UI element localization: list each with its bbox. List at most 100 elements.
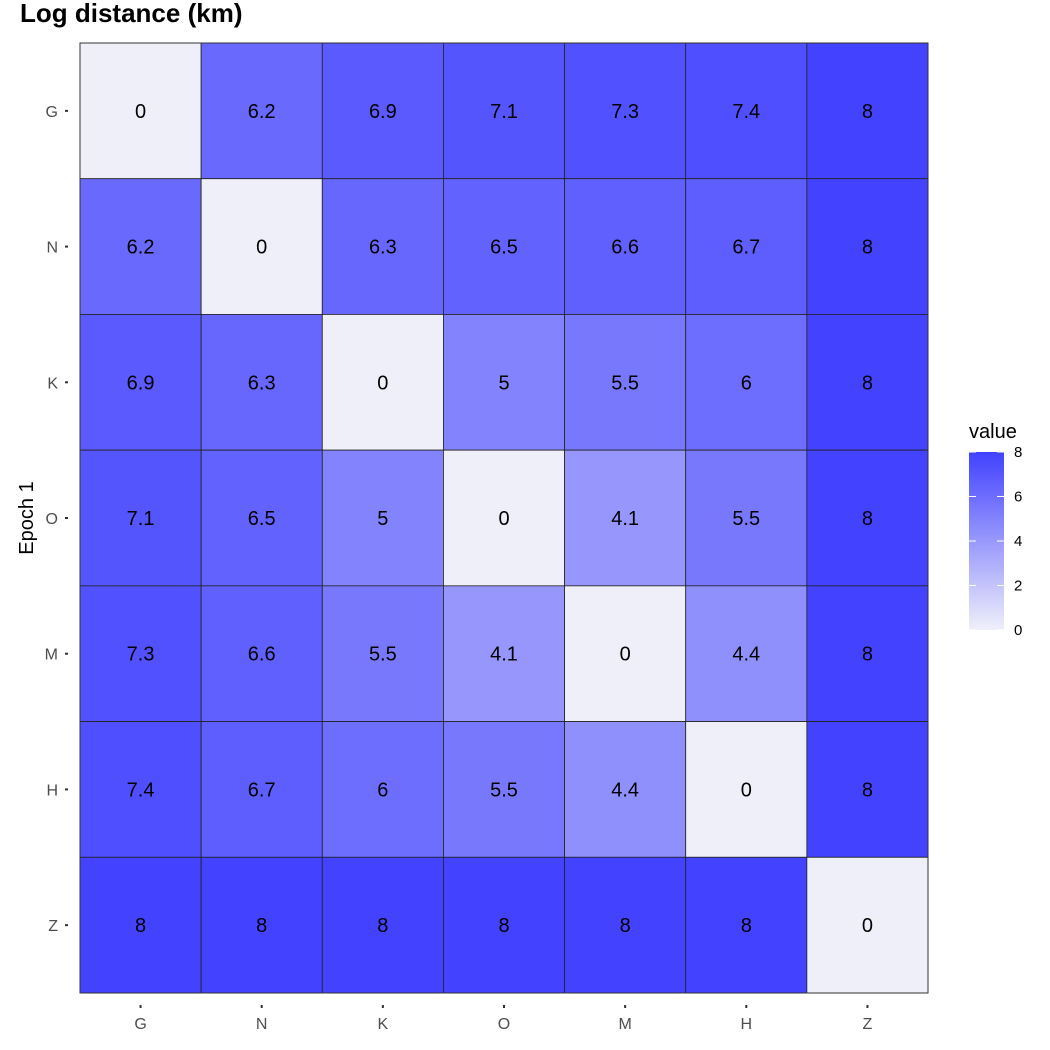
heatmap-cell: [564, 314, 687, 451]
cell-value-label: 8: [862, 508, 873, 530]
heatmap-cell: [564, 449, 687, 587]
legend: value 0 2 4 6 8: [969, 421, 1022, 639]
cell-value-label: 8: [862, 779, 873, 801]
cell-value-label: 5.5: [490, 779, 518, 801]
cell-value-label: 4.4: [732, 644, 760, 666]
heatmap-cell: [79, 178, 202, 315]
legend-tick-label: 6: [1014, 489, 1022, 506]
cell-value-label: 4.4: [611, 779, 639, 801]
heatmap-cell: [443, 314, 565, 451]
heatmap-cell: [443, 42, 565, 180]
cell-value-label: 6.7: [248, 779, 276, 801]
heatmap-cell: [685, 856, 808, 994]
cell-value-label: 8: [862, 237, 873, 259]
heatmap-cell: [200, 314, 323, 451]
cell-value-label: 0: [741, 779, 752, 801]
heatmap-cell: [685, 178, 808, 315]
legend-ticks: 0 2 4 6 8: [969, 444, 1022, 639]
cell-value-label: 4.1: [611, 508, 639, 530]
cell-value-label: 6: [741, 372, 752, 394]
y-tick-label: Z: [48, 918, 58, 935]
heatmap-cells: [79, 42, 929, 994]
cell-value-label: 0: [256, 237, 267, 259]
cell-value-label: 0: [620, 644, 631, 666]
cell-value-label: 5.5: [369, 644, 397, 666]
cell-value-label: 6.9: [127, 372, 155, 394]
heatmap-cell: [564, 856, 687, 994]
cell-value-label: 8: [256, 915, 267, 937]
cell-value-label: 6.2: [248, 101, 276, 123]
panel-border: [79, 42, 929, 994]
heatmap-cell: [685, 585, 808, 722]
cell-value-label: 7.3: [127, 644, 155, 666]
cell-value-label: 0: [498, 508, 509, 530]
cell-value-label: 6.3: [369, 237, 397, 259]
cell-value-label: 7.4: [732, 101, 760, 123]
cell-value-label: 6.2: [127, 237, 155, 259]
heatmap-cell: [200, 721, 323, 858]
heatmap-cell: [321, 721, 444, 858]
legend-tick-label: 0: [1014, 622, 1022, 639]
cell-value-label: 8: [862, 372, 873, 394]
heatmap-cell: [200, 856, 323, 994]
legend-tick-label: 2: [1014, 578, 1022, 595]
cell-value-label: 0: [862, 915, 873, 937]
cell-value-label: 7.1: [490, 101, 518, 123]
heatmap-cell: [443, 721, 565, 858]
x-tick-label: M: [618, 1016, 631, 1033]
cell-value-label: 0: [135, 101, 146, 123]
y-axis-title: Epoch 1: [16, 481, 38, 554]
chart-title: Log distance (km): [20, 0, 242, 28]
heatmap-cell: [806, 721, 929, 858]
x-tick-label: Z: [863, 1016, 873, 1033]
heatmap-cell-labels: 0 6.2 6.9 7.1 7.3 7.4 8 6.2 0 6.3 6.5 6.6 6.7 8 6.9 6.3…: [127, 101, 873, 937]
heatmap-cell: [79, 721, 202, 858]
cell-value-label: 6: [377, 779, 388, 801]
y-tick-label: H: [46, 782, 58, 799]
y-tick-label: O: [46, 511, 58, 528]
heatmap-cell: [321, 585, 444, 722]
y-tick-label: K: [47, 375, 58, 392]
heatmap-cell: [685, 42, 808, 180]
cell-value-label: 8: [377, 915, 388, 937]
heatmap-cell: [685, 449, 808, 587]
heatmap-cell: [685, 314, 808, 451]
heatmap-cell: [806, 856, 929, 994]
heatmap-cell: [806, 449, 929, 587]
cell-value-label: 8: [498, 915, 509, 937]
heatmap-cell: [200, 42, 323, 180]
cell-value-label: 8: [620, 915, 631, 937]
cell-value-label: 8: [862, 644, 873, 666]
cell-value-label: 7.4: [127, 779, 155, 801]
heatmap-cell: [321, 856, 444, 994]
legend-tick-label: 4: [1014, 533, 1022, 550]
heatmap-cell: [79, 42, 202, 180]
cell-value-label: 8: [135, 915, 146, 937]
cell-value-label: 6.5: [490, 237, 518, 259]
cell-value-label: 7.1: [127, 508, 155, 530]
heatmap-cell: [200, 449, 323, 587]
cell-value-label: 6.5: [248, 508, 276, 530]
cell-value-label: 6.7: [732, 237, 760, 259]
y-axis: G N K O M H Z: [45, 104, 68, 935]
x-tick-label: K: [378, 1016, 389, 1033]
heatmap-cell: [443, 449, 565, 587]
heatmap-cell: [806, 178, 929, 315]
x-tick-label: H: [741, 1016, 753, 1033]
heatmap-cell: [564, 42, 687, 180]
cell-value-label: 6.3: [248, 372, 276, 394]
heatmap-cell: [443, 856, 565, 994]
heatmap-cell: [79, 856, 202, 994]
y-tick-label: N: [46, 240, 58, 257]
heatmap-cell: [806, 314, 929, 451]
cell-value-label: 5: [498, 372, 509, 394]
heatmap-cell: [321, 314, 444, 451]
heatmap-cell: [806, 585, 929, 722]
y-tick-label: G: [46, 104, 58, 121]
cell-value-label: 5.5: [732, 508, 760, 530]
y-tick-label: M: [45, 647, 58, 664]
cell-value-label: 5: [377, 508, 388, 530]
heatmap-cell: [79, 314, 202, 451]
